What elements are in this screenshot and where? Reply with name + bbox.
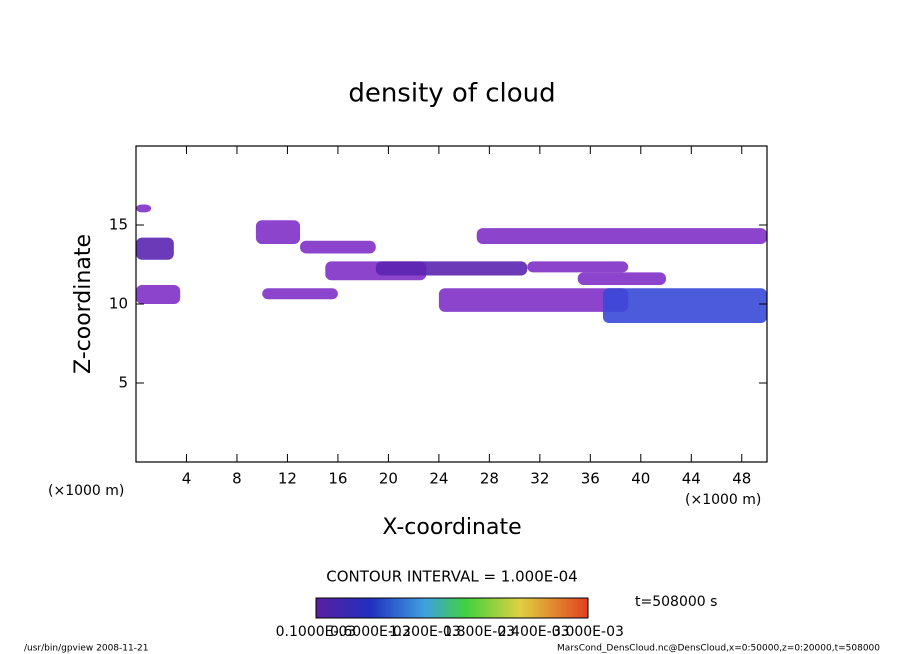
x-tick-label: 8 — [232, 470, 242, 488]
cloud-region — [527, 261, 629, 273]
footer: MarsCond_DensCloud.nc@DensCloud,x=0:5000… — [557, 644, 880, 654]
y-axis-label: Z-coordinate — [71, 234, 96, 374]
x-tick-label: 36 — [581, 470, 600, 488]
chart-title: density of cloud — [348, 79, 555, 109]
colorbar-label: 2.400E-03 — [498, 624, 570, 640]
x-unit: (×1000 m) — [48, 483, 124, 499]
time-label: t=508000 s — [635, 594, 717, 610]
x-tick-label: 40 — [631, 470, 650, 488]
cloud-region — [476, 228, 767, 244]
cloud-region — [602, 288, 767, 323]
colorbar-label: 1.200E-03 — [389, 624, 461, 640]
cloud-region — [136, 285, 181, 304]
cloud-region — [262, 288, 338, 300]
cloud-region — [577, 272, 667, 286]
x-unit: (×1000 m) — [685, 492, 761, 508]
x-tick-label: 44 — [682, 470, 701, 488]
x-tick-label: 20 — [379, 470, 398, 488]
x-tick-label: 32 — [530, 470, 549, 488]
contour-interval: CONTOUR INTERVAL = 1.000E-04 — [326, 568, 577, 586]
colorbar-label: 3.000E-03 — [552, 624, 624, 640]
cloud-region — [255, 220, 301, 244]
cloud-region — [300, 240, 376, 254]
footer: /usr/bin/gpview 2008-11-21 — [24, 644, 148, 654]
colorbar-label: 0.6000E-03 — [330, 624, 411, 640]
cloud-region — [136, 237, 174, 260]
colorbar-label: 0.1000E-03 — [276, 624, 357, 640]
y-tick-label: 10 — [109, 295, 128, 313]
x-axis-label: X-coordinate — [382, 515, 521, 540]
cloud-region — [375, 261, 528, 276]
colorbar-label: 1.800E-03 — [443, 624, 515, 640]
x-tick-label: 12 — [278, 470, 297, 488]
x-tick-label: 16 — [328, 470, 347, 488]
x-tick-label: 48 — [732, 470, 751, 488]
x-tick-label: 28 — [480, 470, 499, 488]
x-tick-label: 24 — [429, 470, 448, 488]
y-tick-label: 5 — [118, 374, 128, 392]
y-tick-label: 15 — [109, 216, 128, 234]
cloud-region — [136, 204, 152, 213]
cloud-region — [438, 288, 629, 312]
x-tick-label: 4 — [182, 470, 192, 488]
colorbar — [315, 597, 589, 619]
